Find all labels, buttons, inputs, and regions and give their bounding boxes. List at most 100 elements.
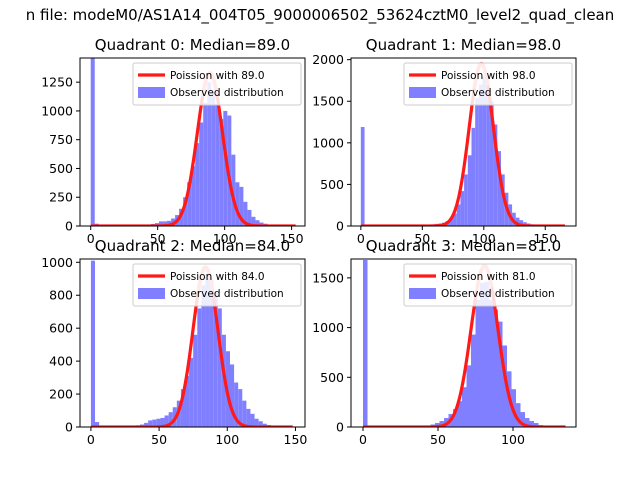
histogram-bar bbox=[258, 421, 263, 427]
histogram-bar bbox=[516, 403, 521, 427]
histogram-bar bbox=[435, 423, 440, 427]
histogram-bar bbox=[160, 417, 165, 427]
figure-suptitle: n file: modeM0/AS1A14_004T05_9000006502_… bbox=[26, 6, 615, 25]
y-tick-label: 1000 bbox=[312, 320, 344, 335]
y-tick-label: 500 bbox=[320, 177, 344, 192]
x-tick-label: 50 bbox=[414, 231, 430, 246]
legend-box bbox=[132, 263, 302, 307]
histogram-bar bbox=[238, 389, 243, 427]
axes-frame bbox=[79, 258, 306, 428]
histogram-bar bbox=[493, 309, 498, 427]
y-tick-label: 600 bbox=[49, 321, 73, 336]
y-tick-label: 1000 bbox=[41, 255, 73, 270]
legend: Poission with 98.0 Observed distribution bbox=[403, 62, 573, 106]
histogram-bar bbox=[152, 419, 157, 427]
axes-frame bbox=[350, 258, 577, 428]
histogram-bar bbox=[255, 220, 260, 226]
histogram-bar bbox=[525, 418, 530, 427]
legend-box bbox=[132, 62, 302, 106]
legend-observed-label: Observed distribution bbox=[170, 288, 284, 300]
histogram-bar bbox=[199, 122, 204, 226]
histogram-bar bbox=[187, 182, 192, 226]
subplot-quadrant-0: 0 50 100 150 0 250 500 750 1000 1250 Quadrant 0: M… bbox=[41, 36, 306, 246]
y-tick-label: 0 bbox=[65, 420, 73, 435]
axes-frame bbox=[79, 57, 306, 227]
histogram-bar bbox=[95, 422, 100, 427]
histogram-bar bbox=[360, 127, 365, 226]
legend: Poission with 89.0 Observed distribution bbox=[132, 62, 302, 106]
y-tick-label: 750 bbox=[49, 132, 73, 147]
legend-box bbox=[403, 263, 573, 307]
histogram-bar bbox=[449, 218, 454, 226]
histogram-bar bbox=[242, 400, 247, 427]
histogram-bar bbox=[205, 273, 210, 427]
histogram-bar bbox=[148, 420, 153, 427]
histogram-bar bbox=[251, 216, 256, 226]
histogram-bar bbox=[167, 220, 172, 226]
x-tick-label: 0 bbox=[357, 231, 365, 246]
histogram-bar bbox=[482, 76, 487, 226]
histogram-bar bbox=[243, 201, 248, 226]
histogram-bar bbox=[215, 104, 220, 226]
legend-observed-label: Observed distribution bbox=[441, 288, 555, 300]
y-tick-label: 400 bbox=[49, 354, 73, 369]
legend-fit-label: Poission with 89.0 bbox=[170, 70, 265, 82]
histogram-bar bbox=[262, 423, 267, 427]
histogram-bar bbox=[471, 127, 476, 226]
histogram-bar bbox=[471, 334, 476, 427]
histogram-bar bbox=[239, 186, 244, 226]
histogram-bar bbox=[534, 423, 539, 427]
y-tick-label: 1000 bbox=[312, 135, 344, 150]
legend-observed-swatch bbox=[409, 288, 436, 299]
legend-observed-swatch bbox=[409, 87, 436, 98]
legend-fit-label: Poission with 98.0 bbox=[441, 70, 536, 82]
histogram-bar bbox=[439, 421, 444, 427]
histogram-bar bbox=[209, 280, 214, 427]
y-tick-label: 250 bbox=[49, 190, 73, 205]
histogram-bar bbox=[486, 86, 490, 226]
histogram-bar bbox=[453, 409, 458, 427]
histogram-bar bbox=[164, 415, 169, 427]
histogram-bar bbox=[163, 221, 168, 226]
histogram-bar bbox=[156, 418, 161, 427]
x-tick-label: 100 bbox=[501, 432, 525, 447]
histogram-bar bbox=[457, 401, 462, 427]
x-tick-label: 100 bbox=[215, 432, 239, 447]
y-tick-label: 1000 bbox=[41, 103, 73, 118]
histogram-bar bbox=[193, 334, 198, 427]
histogram-bar bbox=[520, 412, 525, 427]
legend-fit-label: Poission with 81.0 bbox=[441, 271, 536, 283]
x-tick-label: 50 bbox=[150, 231, 166, 246]
histogram-bar bbox=[230, 364, 235, 427]
subplot-title: Quadrant 2: Median=84.0 bbox=[95, 237, 290, 255]
y-tick-label: 0 bbox=[336, 219, 344, 234]
histogram-bar bbox=[231, 154, 236, 226]
legend-fit-label: Poission with 84.0 bbox=[170, 271, 265, 283]
legend-box bbox=[403, 62, 573, 106]
y-tick-label: 2000 bbox=[312, 52, 344, 67]
legend: Poission with 81.0 Observed distribution bbox=[403, 263, 573, 307]
histogram-bar bbox=[460, 191, 465, 226]
histogram-bar bbox=[515, 217, 520, 226]
legend: Poission with 84.0 Observed distribution bbox=[132, 263, 302, 307]
histogram-bar bbox=[462, 387, 467, 427]
legend-observed-swatch bbox=[138, 288, 165, 299]
histogram-bar bbox=[213, 291, 218, 427]
axes-frame bbox=[350, 57, 577, 227]
histogram-bar bbox=[489, 101, 494, 226]
x-tick-label: 100 bbox=[472, 231, 496, 246]
y-tick-label: 500 bbox=[320, 370, 344, 385]
y-tick-label: 1500 bbox=[312, 94, 344, 109]
y-tick-label: 200 bbox=[49, 387, 73, 402]
legend-observed-label: Observed distribution bbox=[170, 87, 284, 99]
histogram-bar bbox=[498, 321, 503, 427]
y-tick-label: 500 bbox=[49, 161, 73, 176]
x-tick-label: 0 bbox=[359, 432, 367, 447]
histogram-bar bbox=[217, 308, 222, 427]
subplot-title: Quadrant 3: Median=81.0 bbox=[366, 237, 561, 255]
histogram-bar bbox=[453, 213, 457, 226]
histogram-bar bbox=[197, 308, 202, 427]
histogram-bar bbox=[201, 285, 206, 427]
